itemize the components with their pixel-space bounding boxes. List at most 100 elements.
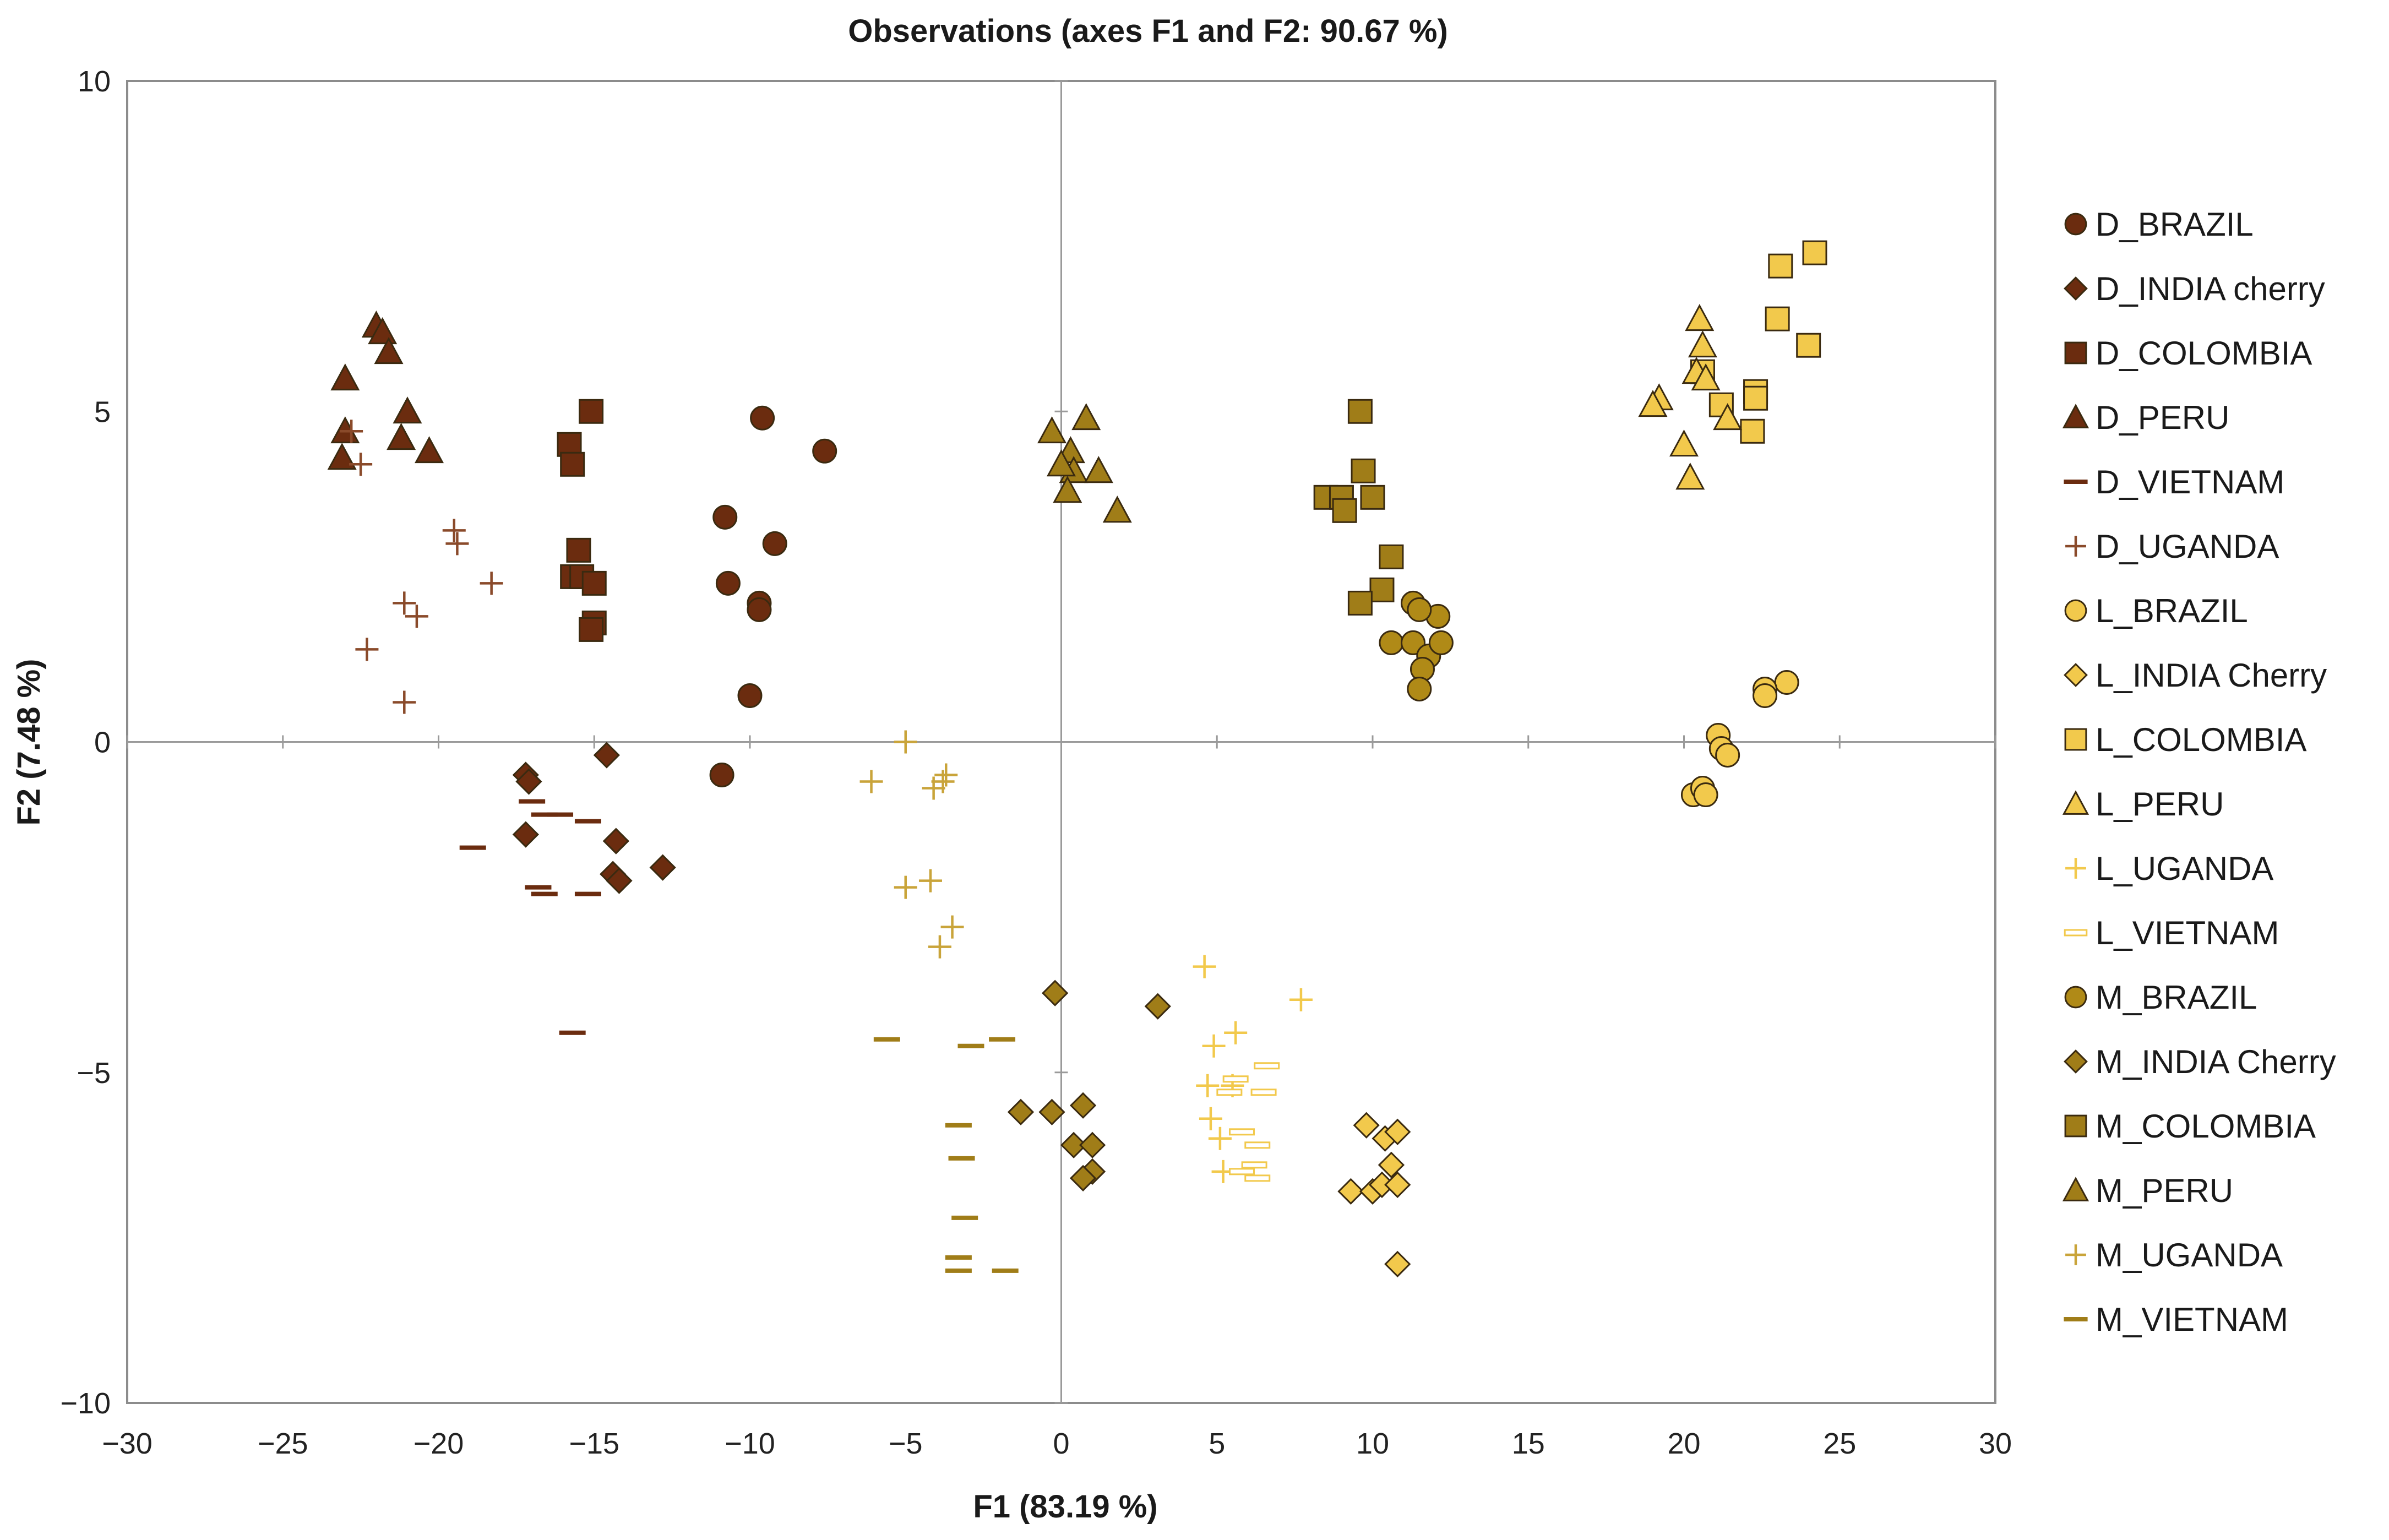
data-point [1228,1168,1255,1176]
data-point [355,638,379,661]
series-d-colombia [557,399,607,642]
legend-label: D_COLOMBIA [2096,335,2312,372]
data-point [945,1268,972,1273]
legend-marker [2062,790,2089,815]
data-point [1007,1098,1035,1125]
data-point [393,591,416,615]
data-point [415,436,444,464]
data-point [579,617,604,642]
data-point [1691,363,1721,391]
x-tick-label: −15 [569,1427,619,1460]
data-point [559,1030,586,1035]
data-point [1713,403,1743,431]
data-point [1144,993,1171,1020]
legend-label: D_INDIA cherry [2096,270,2325,307]
data-point [1289,988,1313,1011]
data-point [1038,1098,1065,1125]
legend-item: L_COLOMBIA [2064,721,2306,758]
x-tick-label: 30 [1979,1427,2012,1460]
x-tick-label: 15 [1512,1427,1545,1460]
legend-item: D_UGANDA [2065,528,2279,565]
data-point [442,519,466,542]
series-l-peru [1638,304,1743,490]
data-point [393,690,416,714]
data-point [1796,333,1821,358]
series-d-india-cherry [512,742,676,894]
ticks-layer: −30 −25 −20 −15 −10 −5 0 5 10 15 20 25 30 −10 −5 0 5 10 [60,65,2012,1460]
series-m-india-cherry [1007,979,1171,1191]
series-l-vietnam [1216,1062,1280,1182]
data-point [581,570,607,596]
legend: D_BRAZIL D_INDIA cherry D_COLOMBIA D_PERU D_… [2062,206,2336,1338]
data-point [1407,676,1432,701]
data-point [1079,1131,1106,1158]
data-point [1802,240,1827,265]
legend-item: L_INDIA Cherry [2064,657,2327,694]
legend-marker [2065,536,2086,557]
legend-label: L_COLOMBIA [2096,721,2306,758]
data-point [1208,1127,1232,1150]
x-tick-label: −25 [258,1427,308,1460]
data-point [750,405,775,431]
data-point [547,812,574,817]
data-point [560,451,585,477]
data-point [1216,1089,1243,1096]
legend-item: D_VIETNAM [2064,464,2284,500]
legend-marker [2064,986,2087,1009]
data-point [715,570,741,596]
data-point [957,1043,984,1048]
data-point [459,845,486,850]
series-l-colombia [1690,240,1827,444]
data-point [948,1156,975,1161]
data-point [1254,1062,1280,1070]
x-tick-label: −30 [102,1427,153,1460]
data-point [519,799,546,804]
data-point [1069,1164,1097,1191]
data-point [992,1268,1019,1273]
data-point [1379,630,1404,655]
legend-item: M_COLOMBIA [2064,1108,2316,1145]
legend-label: D_UGANDA [2096,528,2279,565]
data-point [525,885,552,890]
legend-marker [2064,1317,2088,1321]
series-d-brazil [709,405,837,788]
legend-label: L_INDIA Cherry [2096,657,2327,694]
data-point [737,683,763,708]
x-tick-label: 25 [1823,1427,1856,1460]
data-point [1407,597,1432,622]
legend-label: M_COLOMBIA [2096,1108,2316,1145]
data-point [934,763,958,787]
data-point [1046,449,1076,477]
x-tick-label: 5 [1209,1427,1225,1460]
data-point [480,572,503,595]
data-point [812,438,837,464]
data-point [1369,577,1395,602]
legend-item: D_PERU [2062,399,2229,436]
data-point [1084,456,1113,483]
data-point [515,768,542,795]
data-point [1244,1174,1271,1182]
series-d-uganda [340,420,503,714]
data-point [374,337,404,364]
series-m-colombia [1313,399,1404,616]
data-point [918,869,942,893]
data-point [945,1123,972,1128]
x-tick-label: −5 [889,1427,923,1460]
data-point [602,828,629,855]
data-point [1071,403,1101,431]
data-point [709,763,734,788]
legend-marker [2064,480,2088,484]
data-point [1378,1151,1405,1178]
data-point [894,730,917,754]
legend-item: L_PERU [2062,786,2224,823]
data-point [928,935,951,959]
data-point [1669,429,1699,457]
legend-marker [2065,1244,2086,1265]
data-point [327,443,357,470]
data-point [1037,416,1067,444]
legend-item: D_INDIA cherry [2064,270,2325,307]
legend-marker [2064,276,2088,301]
series-l-india-cherry [1337,1112,1411,1278]
legend-label: M_INDIA Cherry [2096,1043,2336,1080]
x-tick-label: −10 [725,1427,775,1460]
